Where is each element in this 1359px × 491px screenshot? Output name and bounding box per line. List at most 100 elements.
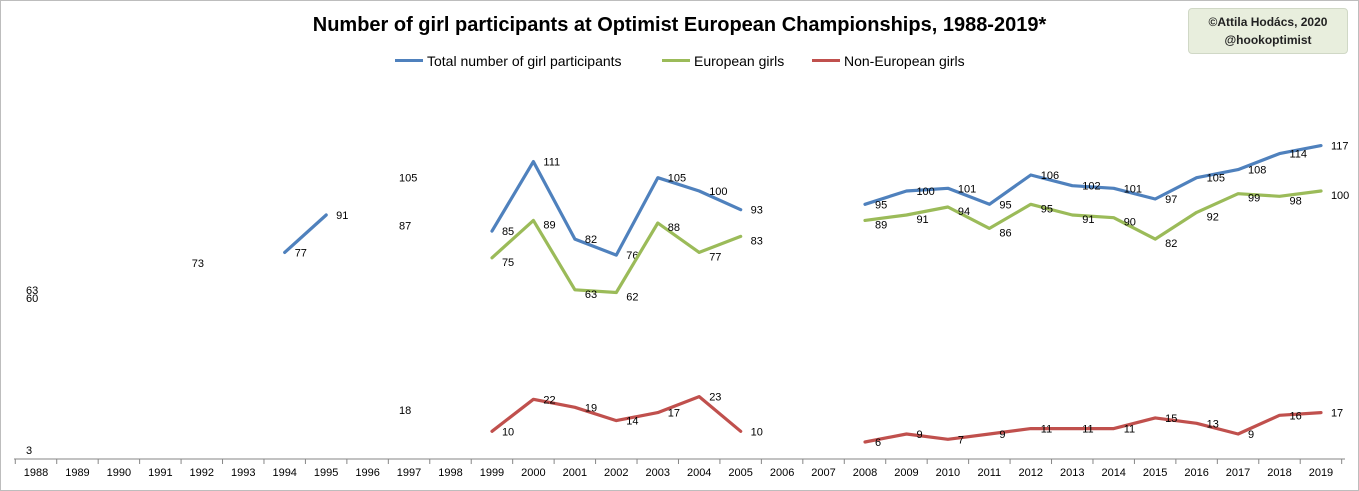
data-label: 63 bbox=[26, 285, 38, 297]
x-tick-label: 2009 bbox=[894, 467, 918, 479]
x-tick-label: 2007 bbox=[811, 467, 835, 479]
legend-item-non-european: Non-European girls bbox=[812, 53, 965, 69]
data-label: 22 bbox=[543, 394, 555, 406]
x-tick-label: 1994 bbox=[272, 467, 296, 479]
x-tick-label: 2018 bbox=[1267, 467, 1291, 479]
data-label: 100 bbox=[916, 186, 934, 198]
data-label: 86 bbox=[999, 227, 1011, 239]
series-line-2 bbox=[490, 395, 743, 433]
legend-label-european: European girls bbox=[694, 53, 785, 69]
x-tick-label: 2006 bbox=[770, 467, 794, 479]
data-label: 92 bbox=[1207, 211, 1219, 223]
data-label: 105 bbox=[668, 173, 686, 185]
data-label: 93 bbox=[751, 205, 763, 217]
x-tick-label: 1989 bbox=[65, 467, 89, 479]
data-label: 11 bbox=[1082, 424, 1093, 436]
data-label: 88 bbox=[668, 222, 680, 234]
credit-handle: @hookoptimist bbox=[1224, 33, 1312, 47]
legend-swatch-european bbox=[662, 58, 690, 62]
x-tick-label: 2015 bbox=[1143, 467, 1167, 479]
data-label: 23 bbox=[709, 392, 721, 404]
data-label: 91 bbox=[336, 210, 348, 222]
series-line-0 bbox=[283, 213, 328, 254]
data-label: 90 bbox=[1124, 217, 1136, 229]
data-label: 75 bbox=[502, 257, 514, 269]
data-label: 95 bbox=[1041, 203, 1053, 215]
data-label: 13 bbox=[1207, 418, 1219, 430]
x-tick-label: 2001 bbox=[563, 467, 587, 479]
series-line-0 bbox=[490, 160, 743, 257]
data-label: 17 bbox=[668, 408, 680, 420]
x-tick-label: 2010 bbox=[936, 467, 960, 479]
x-tick-label: 1993 bbox=[231, 467, 255, 479]
legend-swatch-total bbox=[395, 58, 423, 62]
data-label: 9 bbox=[916, 429, 922, 441]
data-label: 83 bbox=[751, 235, 763, 247]
data-label: 111 bbox=[543, 157, 560, 169]
data-label: 105 bbox=[399, 173, 417, 185]
data-label: 87 bbox=[399, 221, 411, 233]
x-tick-label: 1995 bbox=[314, 467, 338, 479]
chart-legend: Total number of girl participants Europe… bbox=[0, 53, 1359, 73]
data-label: 91 bbox=[916, 214, 928, 226]
x-tick-label: 2000 bbox=[521, 467, 545, 479]
legend-label-total: Total number of girl participants bbox=[427, 53, 622, 69]
data-label: 117 bbox=[1331, 141, 1349, 153]
data-label: 11 bbox=[1124, 424, 1135, 436]
data-label: 101 bbox=[958, 183, 976, 195]
data-label: 99 bbox=[1248, 193, 1260, 205]
data-label: 82 bbox=[585, 234, 597, 246]
data-label: 17 bbox=[1331, 408, 1343, 420]
data-label: 60 bbox=[26, 293, 38, 305]
legend-item-total: Total number of girl participants bbox=[395, 53, 622, 69]
data-label: 95 bbox=[999, 199, 1011, 211]
data-label: 10 bbox=[502, 426, 514, 438]
x-tick-label: 2002 bbox=[604, 467, 628, 479]
data-label: 100 bbox=[1331, 190, 1349, 202]
data-label: 98 bbox=[1290, 195, 1302, 207]
data-label: 10 bbox=[751, 426, 763, 438]
legend-item-european: European girls bbox=[662, 53, 784, 69]
credit-author: ©Attila Hodács, 2020 bbox=[1208, 15, 1328, 29]
series-line-1 bbox=[490, 218, 743, 295]
data-label: 82 bbox=[1165, 238, 1177, 250]
x-tick-label: 1988 bbox=[24, 467, 48, 479]
series-line-0 bbox=[863, 144, 1323, 206]
x-tick-label: 2005 bbox=[728, 467, 752, 479]
data-label: 91 bbox=[1082, 214, 1094, 226]
x-tick-label: 2017 bbox=[1226, 467, 1250, 479]
chart-title: Number of girl participants at Optimist … bbox=[312, 14, 1047, 36]
data-label: 15 bbox=[1165, 413, 1177, 425]
data-label: 6 bbox=[875, 437, 881, 449]
x-tick-label: 1998 bbox=[438, 467, 462, 479]
data-label: 14 bbox=[626, 416, 638, 428]
data-label: 77 bbox=[295, 247, 307, 259]
data-label: 94 bbox=[958, 206, 970, 218]
data-label: 100 bbox=[709, 186, 727, 198]
data-label: 77 bbox=[709, 251, 721, 263]
x-tick-label: 2012 bbox=[1019, 467, 1043, 479]
x-tick-label: 1996 bbox=[355, 467, 379, 479]
data-label: 7 bbox=[958, 434, 964, 446]
data-label: 89 bbox=[875, 219, 887, 231]
data-label: 73 bbox=[192, 258, 204, 270]
data-label: 106 bbox=[1041, 170, 1059, 182]
data-label: 11 bbox=[1041, 424, 1052, 436]
x-tick-label: 1997 bbox=[397, 467, 421, 479]
x-tick-label: 2016 bbox=[1184, 467, 1208, 479]
x-tick-label: 2014 bbox=[1101, 467, 1125, 479]
x-tick-label: 2011 bbox=[978, 467, 1002, 479]
data-label: 63 bbox=[585, 289, 597, 301]
data-label: 16 bbox=[1290, 410, 1302, 422]
data-label: 18 bbox=[399, 405, 411, 417]
data-label: 95 bbox=[875, 199, 887, 211]
data-label: 102 bbox=[1082, 181, 1100, 193]
x-tick-label: 2013 bbox=[1060, 467, 1084, 479]
data-label: 108 bbox=[1248, 165, 1266, 177]
legend-swatch-non-european bbox=[812, 58, 840, 62]
data-label: 101 bbox=[1124, 183, 1142, 195]
data-label: 9 bbox=[999, 429, 1005, 441]
x-tick-label: 1990 bbox=[107, 467, 131, 479]
